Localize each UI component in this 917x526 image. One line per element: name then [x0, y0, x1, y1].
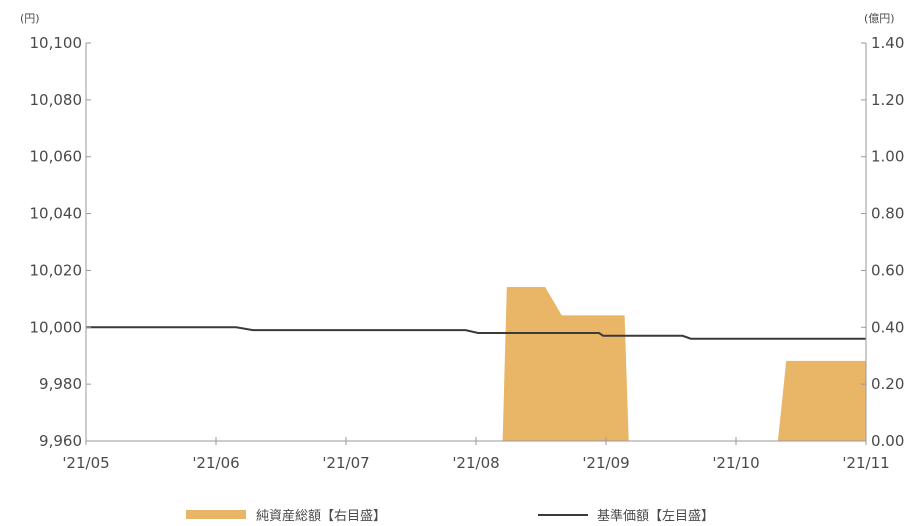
legend-swatch-net-assets [186, 510, 246, 519]
left-tick-label: 10,100 [30, 34, 83, 52]
x-tick-label: '21/09 [582, 454, 629, 472]
left-tick-label: 10,060 [30, 148, 83, 166]
line-series-layer [86, 326, 866, 340]
left-tick-label: 10,080 [30, 91, 83, 109]
net-assets-area [86, 287, 867, 442]
right-tick-label: 0.80 [871, 205, 904, 223]
x-tick-label: '21/06 [192, 454, 239, 472]
left-tick-label: 10,040 [30, 205, 83, 223]
right-tick-label: 1.40 [871, 34, 904, 52]
left-tick-label: 10,020 [30, 261, 83, 279]
legend-label-net-assets: 純資産総額【右目盛】 [256, 508, 386, 524]
nav-line [86, 326, 866, 340]
right-tick-label: 0.20 [871, 375, 904, 393]
left-tick-label: 9,980 [39, 375, 82, 393]
x-tick-label: '21/11 [842, 454, 889, 472]
right-tick-label: 0.40 [871, 318, 904, 336]
x-tick-label: '21/05 [62, 454, 109, 472]
legend: 純資産総額【右目盛】 基準価額【左目盛】 [186, 508, 714, 524]
right-tick-label: 1.00 [871, 148, 904, 166]
right-tick-label: 0.60 [871, 261, 904, 279]
left-axis-unit: (円) [20, 12, 40, 25]
right-tick-label: 1.20 [871, 91, 904, 109]
area-series-layer [86, 287, 867, 442]
x-tick-label: '21/10 [712, 454, 759, 472]
x-tick-label: '21/07 [322, 454, 369, 472]
left-tick-label: 10,000 [30, 318, 83, 336]
axes: 9,960 9,980 10,000 10,020 10,040 10,060 10,080… [30, 34, 905, 472]
right-axis-unit: (億円) [864, 12, 895, 25]
right-tick-label: 0.00 [871, 432, 904, 450]
left-tick-label: 9,960 [39, 432, 82, 450]
x-tick-label: '21/08 [452, 454, 499, 472]
legend-label-nav: 基準価額【左目盛】 [597, 508, 714, 524]
